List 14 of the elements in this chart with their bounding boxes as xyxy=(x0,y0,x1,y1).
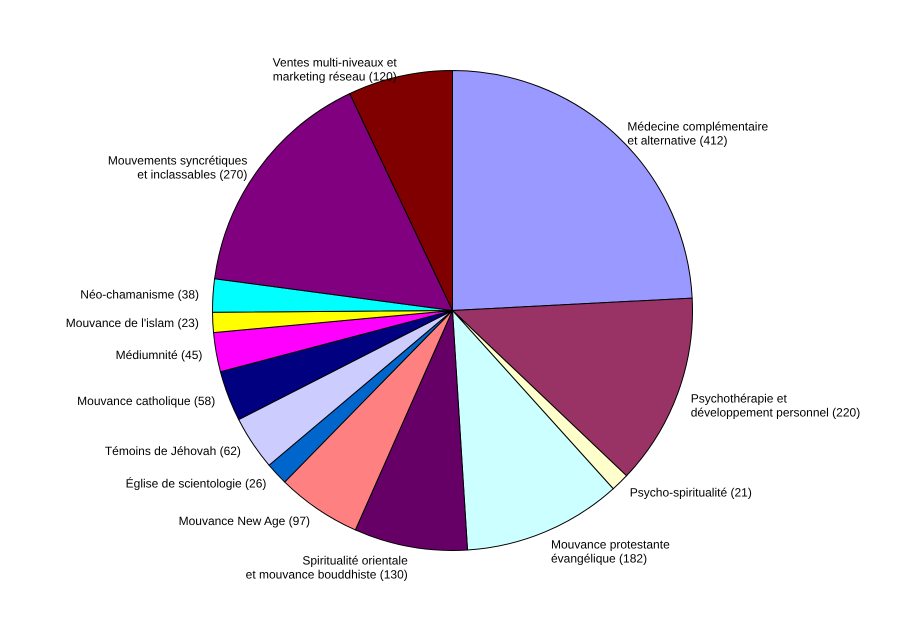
slice-label: Mouvance New Age (97) xyxy=(178,514,310,528)
slice-label: Mouvance de l'islam (23) xyxy=(66,316,199,330)
slice-label: Psycho-spiritualité (21) xyxy=(630,485,752,500)
slice-label: Mouvance catholique (58) xyxy=(77,394,216,408)
slice-label: Médecine complémentaire et alternative (412) xyxy=(627,119,768,148)
slice-label: Spiritualité orientale et mouvance bouddhiste (130) xyxy=(246,554,408,582)
slice-label: Psychothérapie et développement personnel (220) xyxy=(690,392,860,420)
slice-label: Mouvance protestante évangélique (182) xyxy=(551,538,670,566)
slice-label: Médiumnité (45) xyxy=(116,348,202,362)
slice-label: Témoins de Jéhovah (62) xyxy=(104,444,241,458)
slice-label: Ventes multi-niveaux et marketing réseau (120) xyxy=(272,56,398,84)
slice-label: Mouvements syncrétiques et inclassables (270) xyxy=(108,154,248,182)
slice-label: Néo-chamanisme (38) xyxy=(80,288,199,302)
slice-label: Église de scientologie (26) xyxy=(126,476,266,490)
